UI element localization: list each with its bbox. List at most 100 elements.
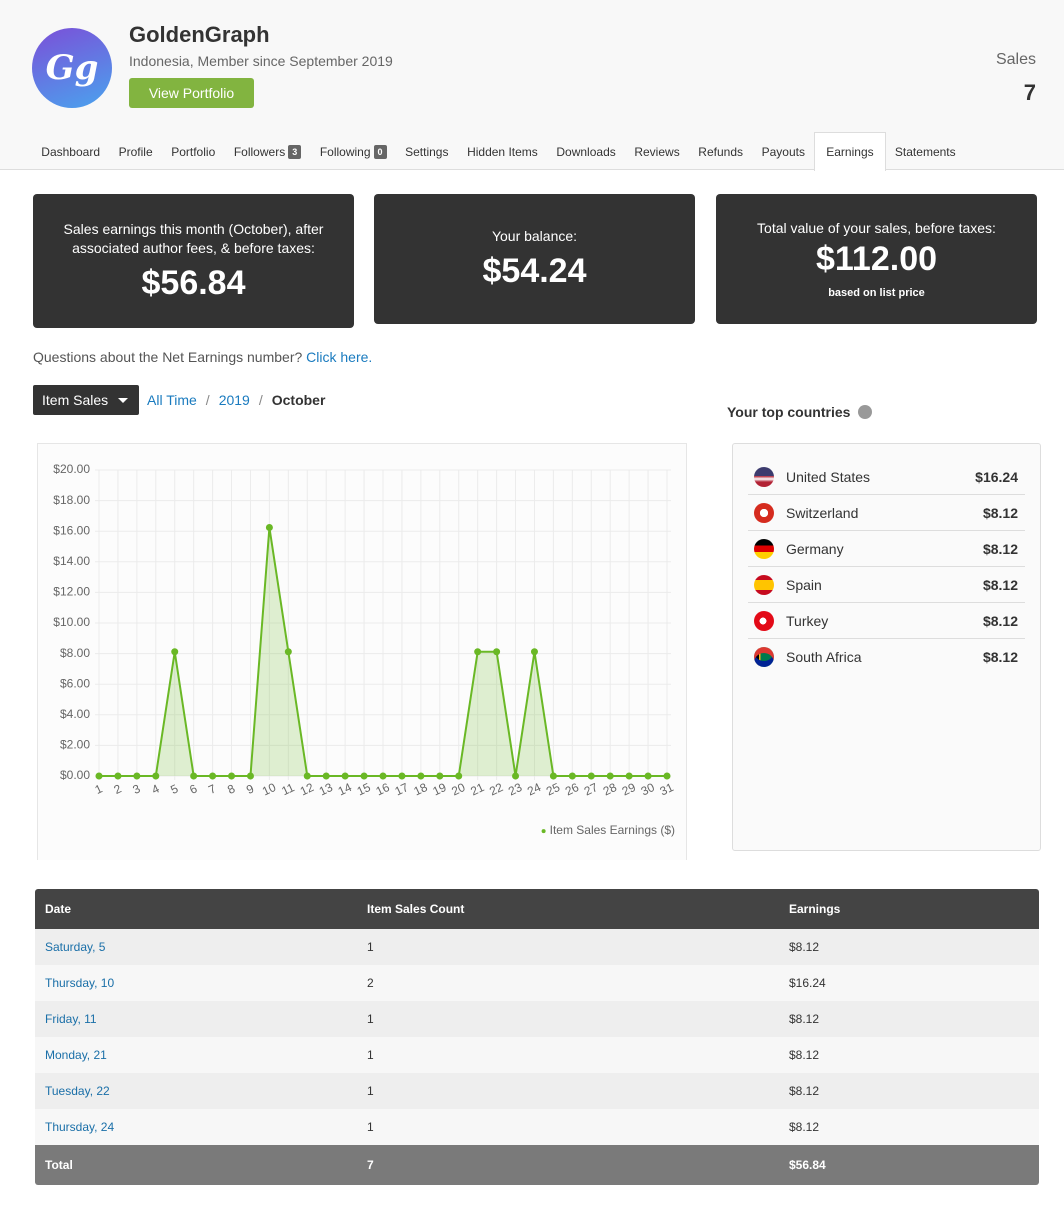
question: Questions about the Net Earnings number?… [33, 349, 372, 365]
x-tick-label: 7 [206, 781, 218, 797]
tab[interactable]: Hidden Items [458, 132, 547, 170]
tab[interactable]: Payouts [752, 132, 814, 170]
tab-label: Payouts [761, 144, 805, 159]
breadcrumb-link[interactable]: All Time [147, 392, 197, 408]
tab[interactable]: Portfolio [162, 132, 225, 170]
x-tick-label: 25 [544, 780, 562, 798]
y-tick-label: $2.00 [60, 738, 90, 752]
tab[interactable]: Settings [396, 132, 458, 170]
data-point [114, 772, 122, 780]
tab-label: Dashboard [41, 144, 101, 159]
x-tick-label: 12 [298, 780, 316, 798]
country-amount: $8.12 [982, 504, 1018, 521]
breadcrumb-link[interactable]: 2019 [197, 392, 250, 408]
y-tick-label: $0.00 [60, 768, 90, 782]
tab-badge: 0 [373, 144, 387, 159]
tab[interactable]: Statements [886, 132, 965, 170]
table-row: Friday, 11 1 $8.12 [35, 1001, 1039, 1037]
tab[interactable]: Following 0 [311, 132, 396, 170]
card-amount: $112.00 [815, 240, 938, 278]
country-name: Spain [786, 576, 822, 593]
country-row: South Africa $8.12 [748, 639, 1025, 674]
table-cell: $16.24 [789, 976, 826, 990]
data-point [436, 772, 444, 780]
y-tick-label: $12.00 [53, 585, 90, 599]
tab[interactable]: Earnings [814, 132, 886, 171]
tab[interactable]: Dashboard [32, 132, 109, 170]
table-total: Total 7 $56.84 [35, 1145, 1039, 1185]
countries-list: United States $16.24 Switzerland $8.12 Ger… [732, 443, 1041, 851]
tab-label: Following [319, 144, 371, 159]
table-cell[interactable]: Monday, 21 [45, 1048, 107, 1062]
tab[interactable]: Downloads [547, 132, 625, 170]
data-point [568, 772, 576, 780]
x-tick-label: 13 [317, 780, 335, 798]
data-point [606, 772, 614, 780]
tab[interactable]: Followers 3 [225, 132, 311, 170]
title-text: Your top countries [727, 404, 851, 420]
x-tick-label: 24 [525, 780, 543, 798]
country-name: Turkey [786, 612, 829, 629]
tab[interactable]: Refunds [689, 132, 752, 170]
card-amount: $56.84 [141, 263, 246, 302]
tab-label: Portfolio [171, 144, 216, 159]
total-cell: 7 [367, 1158, 374, 1172]
country-name: United States [786, 468, 871, 485]
tab[interactable]: Profile [109, 132, 162, 170]
country-row: Turkey $8.12 [748, 603, 1025, 639]
data-point [303, 772, 311, 780]
tab-label: Refunds [698, 144, 743, 159]
table-cell[interactable]: Saturday, 5 [45, 940, 106, 954]
card-amount: $54.24 [482, 252, 587, 290]
table-cell[interactable]: Friday, 11 [45, 1012, 97, 1026]
table-row: Thursday, 24 1 $8.12 [35, 1109, 1039, 1145]
question-link[interactable]: Click here. [306, 349, 373, 365]
top-countries-title: Your top countries [727, 404, 873, 420]
data-point [663, 772, 671, 780]
y-tick-label: $14.00 [53, 554, 90, 568]
data-point [152, 772, 160, 780]
author-subtitle: Indonesia, Member since September 2019 [129, 53, 393, 69]
x-tick-label: 28 [601, 780, 619, 798]
data-point [171, 648, 179, 656]
x-tick-label: 21 [468, 780, 486, 798]
country-row: Spain $8.12 [748, 567, 1025, 603]
table-row: Saturday, 5 1 $8.12 [35, 929, 1039, 965]
data-point [379, 772, 387, 780]
x-tick-label: 2 [112, 781, 124, 797]
total-cell: $56.84 [789, 1158, 826, 1172]
table-cell[interactable]: Thursday, 24 [45, 1120, 115, 1134]
country-row: Germany $8.12 [748, 531, 1025, 567]
table-cell: 1 [367, 1012, 374, 1026]
data-point [474, 648, 482, 656]
x-tick-label: 4 [149, 781, 161, 797]
table-row: Tuesday, 22 1 $8.12 [35, 1073, 1039, 1109]
y-tick-label: $10.00 [53, 615, 90, 629]
x-tick-label: 22 [487, 780, 505, 798]
type-dropdown[interactable]: Item Sales [33, 385, 139, 415]
x-tick-label: 14 [336, 780, 354, 798]
data-point [398, 772, 406, 780]
x-tick-label: 26 [563, 780, 581, 798]
data-point [341, 772, 349, 780]
table-header: Date Item Sales Count Earnings [35, 889, 1039, 929]
total-cell: Total [45, 1158, 73, 1172]
chart-panel [37, 443, 687, 860]
tab-label: Statements [894, 144, 956, 159]
table-cell[interactable]: Tuesday, 22 [45, 1084, 110, 1098]
table-cell[interactable]: Thursday, 10 [45, 976, 115, 990]
data-point [284, 648, 292, 656]
tab[interactable]: Reviews [625, 132, 689, 170]
x-tick-label: 3 [131, 781, 143, 797]
tab-label: Profile [118, 144, 153, 159]
x-tick-label: 5 [168, 781, 180, 797]
y-tick-label: $8.00 [60, 646, 90, 660]
flag [754, 610, 774, 631]
data-point [95, 772, 103, 780]
x-tick-label: 16 [374, 780, 392, 798]
table-cell: 1 [367, 940, 374, 954]
data-point [549, 772, 557, 780]
help-icon[interactable] [858, 405, 873, 419]
view-portfolio-button[interactable]: View Portfolio [129, 78, 254, 108]
